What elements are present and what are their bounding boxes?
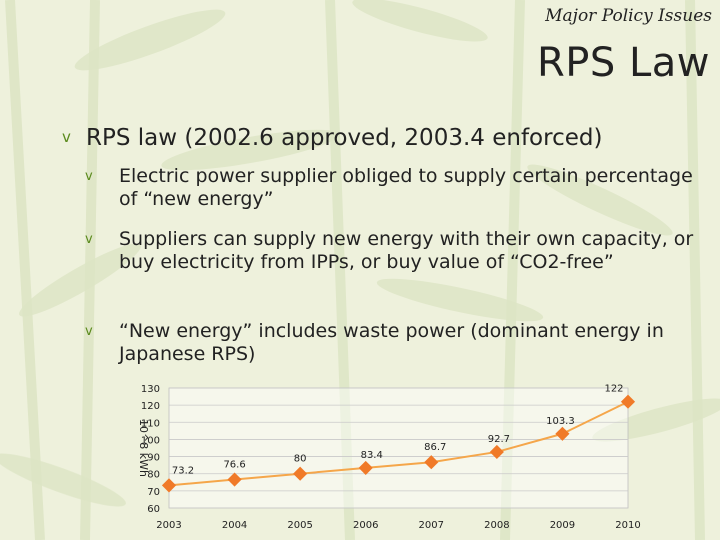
data-point-marker [358, 460, 373, 475]
data-label: 73.2 [172, 465, 194, 476]
section-kicker: Major Policy Issues [545, 6, 712, 26]
x-tick-label: 2007 [419, 520, 444, 531]
data-point-marker [161, 478, 177, 493]
y-tick-label: 70 [147, 487, 160, 498]
bullet-marker-icon: v [62, 128, 71, 146]
x-tick-label: 2004 [222, 520, 247, 531]
sub-bullet-3: v “New energy” includes waste power (domi… [85, 320, 702, 366]
sub-bullet-1: v Electric power supplier obliged to supp… [85, 165, 702, 211]
data-label: 92.7 [488, 434, 510, 445]
bullet-marker-icon: v [85, 232, 93, 247]
y-tick-label: 90 [147, 453, 160, 464]
x-tick-label: 2006 [353, 520, 378, 531]
sub-bullet-text: Electric power supplier obliged to suppl… [119, 165, 693, 210]
y-tick-label: 60 [147, 504, 160, 515]
y-tick-label: 120 [141, 401, 160, 412]
series-line [168, 400, 629, 487]
data-point-marker [424, 455, 439, 470]
sub-bullet-2: v Suppliers can supply new energy with th… [85, 228, 702, 274]
bullet-marker-icon: v [85, 169, 93, 184]
x-tick-label: 2008 [484, 520, 509, 531]
x-tick-label: 2003 [156, 520, 181, 531]
sub-bullet-text: “New energy” includes waste power (domin… [119, 320, 664, 365]
x-tick-label: 2005 [287, 520, 312, 531]
y-tick-label: 110 [141, 418, 160, 429]
data-label: 76.6 [223, 460, 245, 471]
y-tick-label: 80 [147, 470, 160, 481]
rps-target-chart: 60 70 80 90 100 110 120 130 2003 2004 2005 2006 2007… [137, 384, 641, 531]
data-label: 103.3 [546, 416, 575, 427]
x-tick-label: 2010 [615, 520, 640, 531]
main-bullet-text: RPS law (2002.6 approved, 2003.4 enforce… [86, 125, 603, 151]
sub-bullet-text: Suppliers can supply new energy with the… [119, 228, 694, 273]
bullet-marker-icon: v [85, 324, 93, 339]
data-label: 80 [294, 454, 307, 465]
data-point-marker [293, 466, 308, 481]
plot-area [168, 387, 629, 509]
slide-title: RPS Law [536, 40, 710, 86]
data-label: 86.7 [424, 442, 446, 453]
y-tick-label: 130 [141, 384, 160, 395]
main-bullet: v RPS law (2002.6 approved, 2003.4 enforc… [62, 122, 702, 153]
data-point-marker [620, 394, 636, 409]
data-label: 83.4 [361, 450, 383, 461]
y-tick-label: 100 [141, 435, 160, 446]
data-label: 122 [604, 384, 623, 395]
y-axis-label: 10^8 kWh [137, 419, 150, 477]
data-point-marker [489, 444, 504, 460]
x-tick-label: 2009 [550, 520, 575, 531]
